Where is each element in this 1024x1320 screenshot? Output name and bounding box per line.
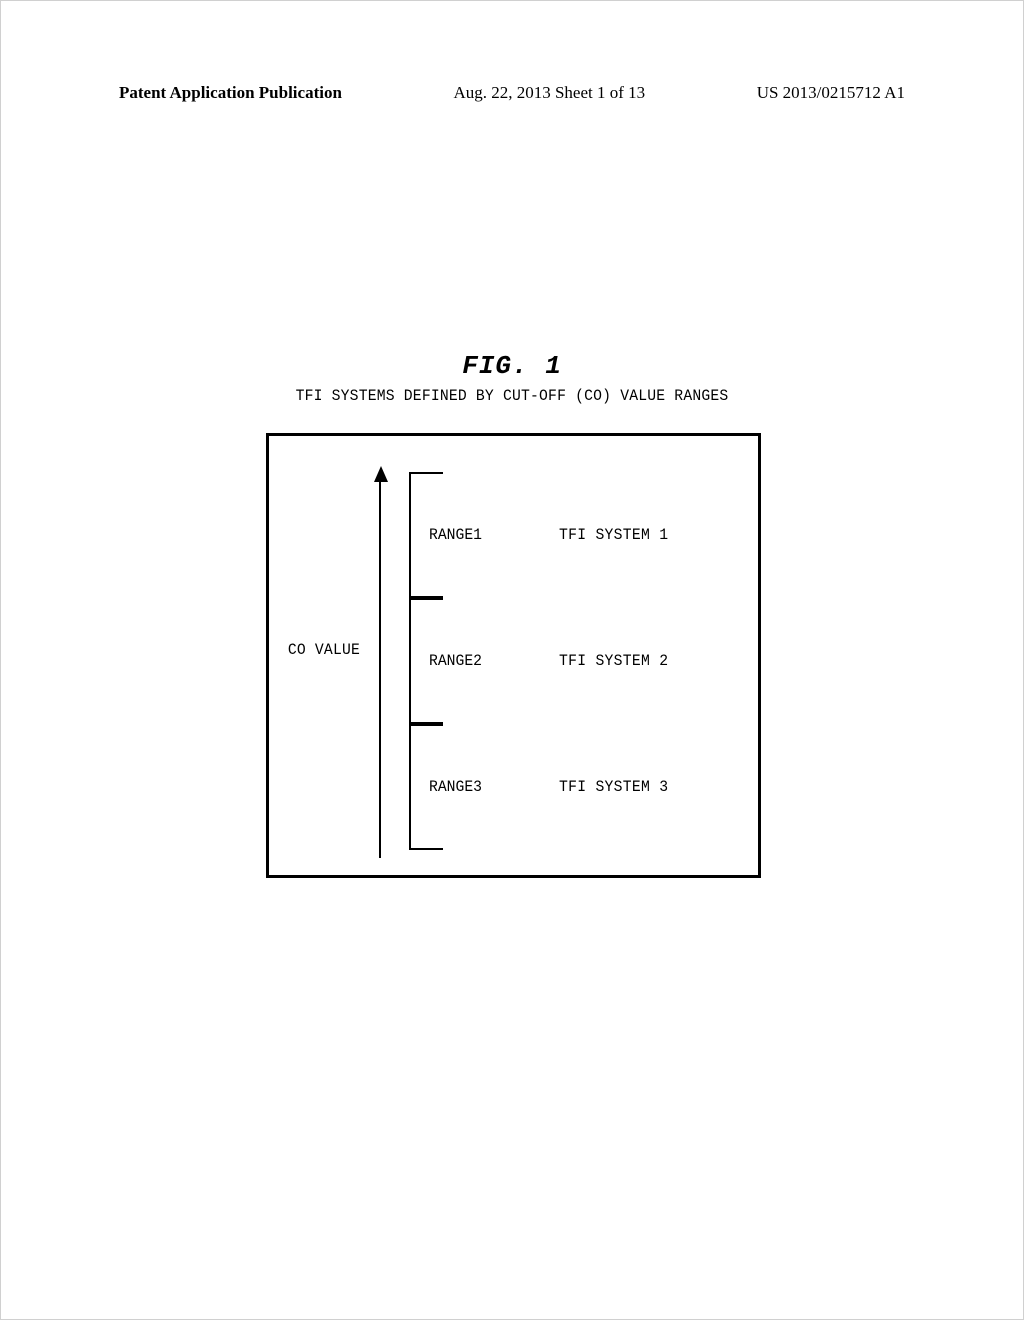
range-label-3: RANGE3 bbox=[429, 778, 503, 796]
system-label-2: TFI SYSTEM 2 bbox=[559, 652, 725, 670]
system-label-3: TFI SYSTEM 3 bbox=[559, 778, 725, 796]
figure-title-block: FIG. 1 TFI SYSTEMS DEFINED BY CUT-OFF (C… bbox=[1, 351, 1023, 405]
axis-arrow-head-icon bbox=[374, 466, 388, 482]
figure-diagram: CO VALUE RANGE1 RANGE2 RANGE3 TFI SYSTEM… bbox=[266, 433, 761, 878]
figure-label: FIG. 1 bbox=[1, 351, 1023, 381]
axis-label-co-value: CO VALUE bbox=[268, 641, 360, 659]
range-label-1: RANGE1 bbox=[429, 526, 503, 544]
page-header: Patent Application Publication Aug. 22, … bbox=[119, 83, 905, 103]
patent-figure-page: Patent Application Publication Aug. 22, … bbox=[0, 0, 1024, 1320]
header-date-sheet: Aug. 22, 2013 Sheet 1 of 13 bbox=[453, 83, 645, 103]
system-label-1: TFI SYSTEM 1 bbox=[559, 526, 725, 544]
axis-arrow-line bbox=[379, 478, 381, 858]
range-label-2: RANGE2 bbox=[429, 652, 503, 670]
figure-caption: TFI SYSTEMS DEFINED BY CUT-OFF (CO) VALU… bbox=[42, 387, 982, 405]
header-application-number: US 2013/0215712 A1 bbox=[757, 83, 905, 103]
header-publication: Patent Application Publication bbox=[119, 83, 342, 103]
